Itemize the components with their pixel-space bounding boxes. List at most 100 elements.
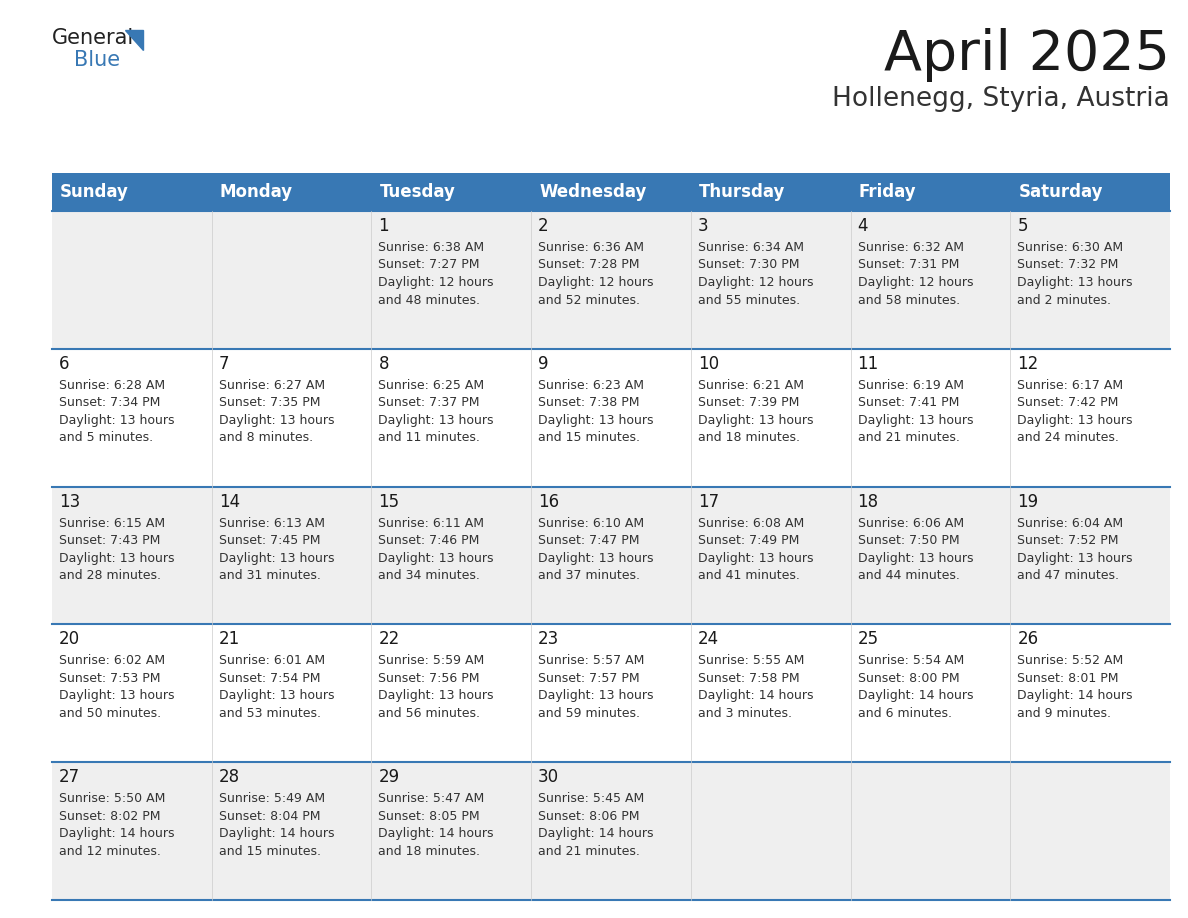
Bar <box>52 487 1170 624</box>
Text: Sunset: 8:04 PM: Sunset: 8:04 PM <box>219 810 321 823</box>
Text: Sunset: 7:57 PM: Sunset: 7:57 PM <box>538 672 640 685</box>
Text: Daylight: 14 hours: Daylight: 14 hours <box>538 827 653 840</box>
Text: Sunset: 7:54 PM: Sunset: 7:54 PM <box>219 672 321 685</box>
Text: and 59 minutes.: and 59 minutes. <box>538 707 640 720</box>
Text: Sunset: 7:31 PM: Sunset: 7:31 PM <box>858 259 959 272</box>
Text: Sunset: 7:41 PM: Sunset: 7:41 PM <box>858 397 959 409</box>
Text: and 31 minutes.: and 31 minutes. <box>219 569 321 582</box>
Polygon shape <box>125 30 143 50</box>
Text: Sunrise: 5:49 AM: Sunrise: 5:49 AM <box>219 792 324 805</box>
Text: Daylight: 14 hours: Daylight: 14 hours <box>1017 689 1133 702</box>
Text: 24: 24 <box>697 631 719 648</box>
Text: Sunset: 7:49 PM: Sunset: 7:49 PM <box>697 534 800 547</box>
Text: Daylight: 14 hours: Daylight: 14 hours <box>858 689 973 702</box>
Text: 12: 12 <box>1017 354 1038 373</box>
Text: and 5 minutes.: and 5 minutes. <box>59 431 153 444</box>
Text: 19: 19 <box>1017 493 1038 510</box>
Text: Daylight: 13 hours: Daylight: 13 hours <box>697 414 814 427</box>
Text: 18: 18 <box>858 493 879 510</box>
Text: 13: 13 <box>59 493 81 510</box>
Text: and 52 minutes.: and 52 minutes. <box>538 294 640 307</box>
Text: Sunset: 7:46 PM: Sunset: 7:46 PM <box>379 534 480 547</box>
Text: 16: 16 <box>538 493 560 510</box>
Text: Sunrise: 6:06 AM: Sunrise: 6:06 AM <box>858 517 963 530</box>
Text: Daylight: 12 hours: Daylight: 12 hours <box>697 276 814 289</box>
Text: Sunset: 7:28 PM: Sunset: 7:28 PM <box>538 259 639 272</box>
Text: and 8 minutes.: and 8 minutes. <box>219 431 312 444</box>
Text: Tuesday: Tuesday <box>379 183 455 201</box>
Text: 10: 10 <box>697 354 719 373</box>
Text: Sunset: 7:42 PM: Sunset: 7:42 PM <box>1017 397 1119 409</box>
Text: Sunrise: 6:17 AM: Sunrise: 6:17 AM <box>1017 379 1124 392</box>
Text: Daylight: 13 hours: Daylight: 13 hours <box>538 414 653 427</box>
Text: 29: 29 <box>379 768 399 786</box>
Text: Sunset: 7:52 PM: Sunset: 7:52 PM <box>1017 534 1119 547</box>
Text: 5: 5 <box>1017 217 1028 235</box>
Text: Sunrise: 6:10 AM: Sunrise: 6:10 AM <box>538 517 644 530</box>
Text: and 37 minutes.: and 37 minutes. <box>538 569 640 582</box>
Text: Sunrise: 5:54 AM: Sunrise: 5:54 AM <box>858 655 963 667</box>
Text: 27: 27 <box>59 768 80 786</box>
Text: Sunrise: 6:38 AM: Sunrise: 6:38 AM <box>379 241 485 254</box>
Text: Sunset: 8:00 PM: Sunset: 8:00 PM <box>858 672 959 685</box>
Text: Sunrise: 6:02 AM: Sunrise: 6:02 AM <box>59 655 165 667</box>
Text: Daylight: 13 hours: Daylight: 13 hours <box>1017 276 1133 289</box>
Text: Sunrise: 6:13 AM: Sunrise: 6:13 AM <box>219 517 324 530</box>
Text: Sunset: 7:34 PM: Sunset: 7:34 PM <box>59 397 160 409</box>
Text: Sunrise: 5:55 AM: Sunrise: 5:55 AM <box>697 655 804 667</box>
Text: and 58 minutes.: and 58 minutes. <box>858 294 960 307</box>
Text: Sunrise: 5:59 AM: Sunrise: 5:59 AM <box>379 655 485 667</box>
Text: 11: 11 <box>858 354 879 373</box>
Text: and 18 minutes.: and 18 minutes. <box>697 431 800 444</box>
Text: Saturday: Saturday <box>1018 183 1102 201</box>
Text: 17: 17 <box>697 493 719 510</box>
Text: General: General <box>52 28 134 48</box>
Text: 6: 6 <box>59 354 70 373</box>
Text: Sunrise: 6:01 AM: Sunrise: 6:01 AM <box>219 655 324 667</box>
Text: April 2025: April 2025 <box>884 28 1170 82</box>
Text: 15: 15 <box>379 493 399 510</box>
Text: Sunrise: 5:47 AM: Sunrise: 5:47 AM <box>379 792 485 805</box>
Text: Sunset: 7:39 PM: Sunset: 7:39 PM <box>697 397 800 409</box>
Text: Sunrise: 6:36 AM: Sunrise: 6:36 AM <box>538 241 644 254</box>
Text: Sunset: 7:47 PM: Sunset: 7:47 PM <box>538 534 639 547</box>
Text: and 50 minutes.: and 50 minutes. <box>59 707 162 720</box>
Text: Sunset: 8:05 PM: Sunset: 8:05 PM <box>379 810 480 823</box>
Text: Daylight: 13 hours: Daylight: 13 hours <box>59 552 175 565</box>
Bar <box>52 211 1170 349</box>
Text: 21: 21 <box>219 631 240 648</box>
Text: 26: 26 <box>1017 631 1038 648</box>
Text: Sunrise: 5:45 AM: Sunrise: 5:45 AM <box>538 792 644 805</box>
Text: and 6 minutes.: and 6 minutes. <box>858 707 952 720</box>
Text: and 34 minutes.: and 34 minutes. <box>379 569 480 582</box>
Text: Sunset: 7:50 PM: Sunset: 7:50 PM <box>858 534 959 547</box>
Text: Daylight: 12 hours: Daylight: 12 hours <box>858 276 973 289</box>
Text: Daylight: 13 hours: Daylight: 13 hours <box>379 552 494 565</box>
Text: Sunrise: 5:52 AM: Sunrise: 5:52 AM <box>1017 655 1124 667</box>
Bar <box>52 349 1170 487</box>
Text: Sunrise: 6:23 AM: Sunrise: 6:23 AM <box>538 379 644 392</box>
Text: Daylight: 14 hours: Daylight: 14 hours <box>59 827 175 840</box>
Text: Daylight: 13 hours: Daylight: 13 hours <box>858 414 973 427</box>
Text: Sunset: 7:53 PM: Sunset: 7:53 PM <box>59 672 160 685</box>
Text: 25: 25 <box>858 631 879 648</box>
Text: and 11 minutes.: and 11 minutes. <box>379 431 480 444</box>
Text: and 41 minutes.: and 41 minutes. <box>697 569 800 582</box>
Text: Sunrise: 6:30 AM: Sunrise: 6:30 AM <box>1017 241 1124 254</box>
Text: Sunset: 7:45 PM: Sunset: 7:45 PM <box>219 534 321 547</box>
Text: and 12 minutes.: and 12 minutes. <box>59 845 160 857</box>
Text: Daylight: 14 hours: Daylight: 14 hours <box>697 689 814 702</box>
Text: Thursday: Thursday <box>699 183 785 201</box>
Text: Daylight: 13 hours: Daylight: 13 hours <box>219 414 334 427</box>
Text: Daylight: 13 hours: Daylight: 13 hours <box>219 689 334 702</box>
Text: Blue: Blue <box>74 50 120 70</box>
Text: Sunrise: 6:28 AM: Sunrise: 6:28 AM <box>59 379 165 392</box>
Text: and 53 minutes.: and 53 minutes. <box>219 707 321 720</box>
Text: Sunset: 7:43 PM: Sunset: 7:43 PM <box>59 534 160 547</box>
Text: Sunrise: 6:08 AM: Sunrise: 6:08 AM <box>697 517 804 530</box>
Text: Sunrise: 6:21 AM: Sunrise: 6:21 AM <box>697 379 804 392</box>
Text: Sunset: 7:37 PM: Sunset: 7:37 PM <box>379 397 480 409</box>
Text: Sunset: 8:01 PM: Sunset: 8:01 PM <box>1017 672 1119 685</box>
Text: 9: 9 <box>538 354 549 373</box>
Text: Sunset: 7:58 PM: Sunset: 7:58 PM <box>697 672 800 685</box>
